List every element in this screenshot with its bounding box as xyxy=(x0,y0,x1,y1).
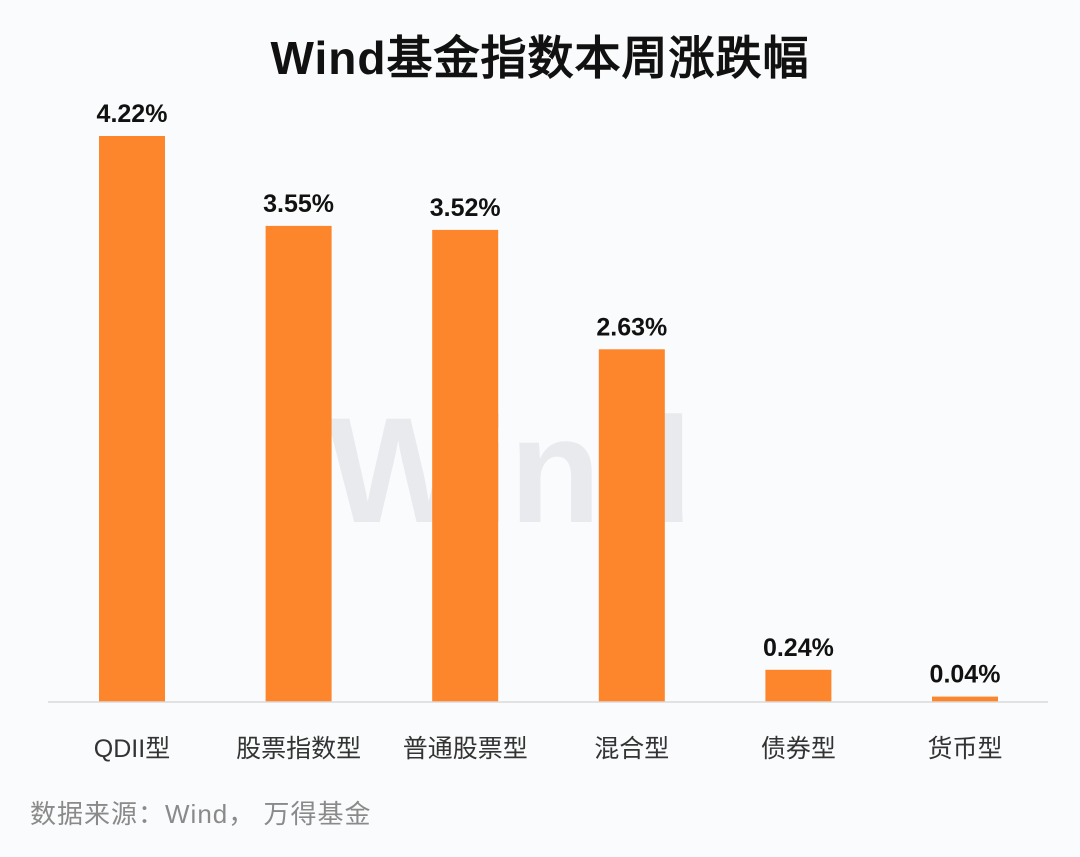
data-label-3: 2.63% xyxy=(596,313,667,341)
source-note: 数据来源：Wind， 万得基金 xyxy=(30,799,372,829)
bar-4 xyxy=(765,669,832,702)
bar-1 xyxy=(265,225,332,702)
data-label-2: 3.52% xyxy=(430,194,501,222)
bars-layer xyxy=(99,136,998,702)
x-tick-label-5: 货币型 xyxy=(927,735,1002,763)
data-label-1: 3.55% xyxy=(263,190,334,218)
x-tick-label-4: 债券型 xyxy=(761,735,836,763)
x-tick-label-2: 普通股票型 xyxy=(403,735,528,763)
x-tick-label-0: QDII型 xyxy=(94,735,170,763)
bar-3 xyxy=(598,349,665,702)
data-label-0: 4.22% xyxy=(97,100,168,128)
data-label-4: 0.24% xyxy=(763,634,834,662)
bar-5 xyxy=(932,696,998,702)
x-tick-label-1: 股票指数型 xyxy=(236,735,361,763)
labels-layer: 4.22% QDII型 3.55% 股票指数型 3.52% 普通股票型 2.63% 混合型 0.… xyxy=(94,100,1003,763)
bar-0 xyxy=(99,136,165,702)
chart-title: Wind基金指数本周涨跌幅 xyxy=(270,32,810,84)
data-label-5: 0.04% xyxy=(930,661,1001,689)
bar-2 xyxy=(432,229,499,702)
x-tick-label-3: 混合型 xyxy=(594,735,669,763)
